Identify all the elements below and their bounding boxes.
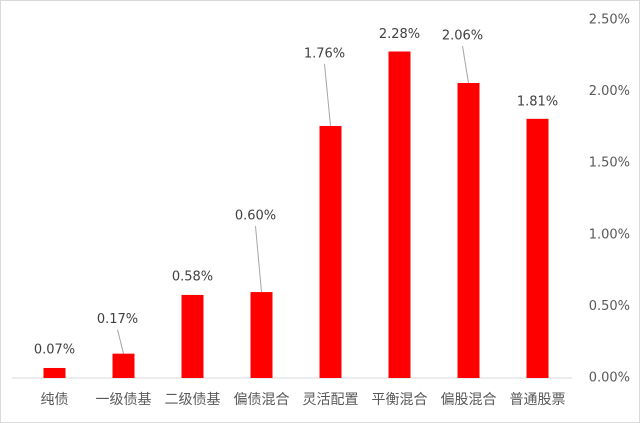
bar bbox=[319, 125, 342, 378]
data-label: 2.28% bbox=[379, 27, 420, 42]
bar bbox=[181, 294, 204, 378]
leader-line bbox=[462, 45, 469, 84]
y-tick-label: 2.50% bbox=[589, 13, 630, 28]
y-tick-label: 1.00% bbox=[589, 227, 630, 242]
leader-line bbox=[324, 63, 331, 127]
y-tick-label: 0.00% bbox=[589, 371, 630, 386]
y-tick-label: 0.50% bbox=[589, 299, 630, 314]
data-label: 0.58% bbox=[172, 269, 213, 284]
x-tick-label: 偏股混合 bbox=[441, 392, 497, 408]
bar bbox=[250, 292, 273, 378]
data-label: 2.06% bbox=[442, 29, 483, 44]
leader-line bbox=[117, 329, 124, 354]
x-tick-label: 普通股票 bbox=[510, 392, 566, 408]
x-tick-label: 纯债 bbox=[41, 392, 69, 408]
x-tick-label: 偏债混合 bbox=[234, 392, 290, 408]
data-label: 1.81% bbox=[517, 94, 558, 109]
y-tick-label: 1.50% bbox=[589, 156, 630, 171]
bar bbox=[457, 83, 480, 379]
x-tick-label: 灵活配置 bbox=[303, 392, 359, 408]
data-label: 1.76% bbox=[304, 46, 345, 61]
bar bbox=[112, 353, 135, 378]
bar bbox=[43, 367, 66, 378]
x-tick-label: 一级债基 bbox=[96, 391, 152, 408]
y-tick-label: 2.00% bbox=[589, 84, 630, 99]
data-label: 0.60% bbox=[235, 209, 276, 224]
leader-line bbox=[255, 226, 262, 293]
data-label: 0.07% bbox=[34, 342, 75, 357]
bar bbox=[388, 51, 411, 379]
x-tick-label: 二级债基 bbox=[165, 391, 221, 408]
bar bbox=[526, 118, 549, 379]
x-tick-label: 平衡混合 bbox=[372, 392, 428, 408]
data-label: 0.17% bbox=[97, 312, 138, 327]
